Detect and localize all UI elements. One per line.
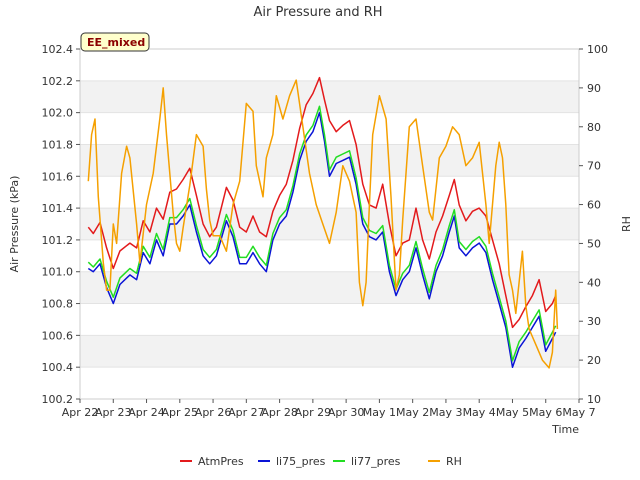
x-tick-label: Apr 26 <box>195 406 232 419</box>
x-tick-label: May 6 <box>529 406 562 419</box>
site-badge-text: EE_mixed <box>87 36 145 49</box>
y2-tick-label: 80 <box>587 121 601 134</box>
y-tick-label: 100.4 <box>42 361 74 374</box>
y-tick-label: 102.4 <box>42 43 74 56</box>
y2-tick-label: 50 <box>587 237 601 250</box>
x-tick-label: May 2 <box>396 406 429 419</box>
y2-tick-label: 90 <box>587 82 601 95</box>
plot-band <box>80 335 579 368</box>
x-tick-label: Apr 27 <box>228 406 265 419</box>
plot-frame <box>79 48 580 400</box>
chart-legend: AtmPres li75_pres li77_pres RH <box>180 455 462 468</box>
legend-label-li75_pres: li75_pres <box>276 455 326 468</box>
series-layer <box>87 76 559 369</box>
x-tick-label: May 4 <box>463 406 496 419</box>
legend-label-li77_pres: li77_pres <box>351 455 401 468</box>
y-tick-label: 101.0 <box>42 266 74 279</box>
y-tick-label: 101.8 <box>42 138 74 151</box>
y-tick-label: 100.6 <box>42 329 74 342</box>
x-tick-label: May 7 <box>562 406 595 419</box>
y-tick-label: 102.0 <box>42 107 74 120</box>
series-line-rh <box>87 79 559 369</box>
x-tick-label: Apr 29 <box>295 406 332 419</box>
y2-tick-label: 40 <box>587 276 601 289</box>
legend-label-rh: RH <box>446 455 462 468</box>
y-tick-label: 101.4 <box>42 202 74 215</box>
x-tick-label: Apr 30 <box>328 406 365 419</box>
y2-axis-label: RH <box>620 216 633 232</box>
x-tick-label: Apr 23 <box>95 406 132 419</box>
y-tick-label: 102.2 <box>42 75 74 88</box>
y-tick-label: 100.2 <box>42 393 74 406</box>
series-line-li75_pres <box>87 111 557 368</box>
legend-label-atmpres: AtmPres <box>198 455 244 468</box>
site-badge: EE_mixed <box>80 32 150 52</box>
y2-tick-label: 20 <box>587 354 601 367</box>
x-tick-label: May 5 <box>496 406 529 419</box>
y2-tick-label: 70 <box>587 160 601 173</box>
x-tick-label: Apr 25 <box>162 406 199 419</box>
y2-tick-label: 30 <box>587 315 601 328</box>
y-tick-label: 101.6 <box>42 170 74 183</box>
y2-tick-label: 10 <box>587 393 601 406</box>
y-tick-label: 100.8 <box>42 298 74 311</box>
site-badge-box <box>80 32 150 52</box>
y2-tick-label: 60 <box>587 199 601 212</box>
y-axis-label: Air Pressure (kPa) <box>8 176 21 273</box>
x-tick-label: May 1 <box>363 406 396 419</box>
x-axis-label: Time <box>551 423 579 436</box>
series-line-li77_pres <box>87 105 557 362</box>
y-axis-ticks: 100.2 100.4 100.6 100.8 101.0 101.2 101.4 101.6… <box>42 43 80 406</box>
plot-band <box>80 208 579 240</box>
plot-band <box>80 80 579 113</box>
x-tick-label: Apr 22 <box>62 406 99 419</box>
y-tick-label: 101.2 <box>42 234 74 247</box>
x-tick-label: Apr 24 <box>128 406 165 419</box>
series-line-atmpres <box>87 76 557 329</box>
chart-title: Air Pressure and RH <box>253 5 382 20</box>
y2-tick-label: 100 <box>587 43 608 56</box>
x-tick-label: May 3 <box>429 406 462 419</box>
x-tick-label: Apr 28 <box>261 406 298 419</box>
y2-axis-ticks: 10 20 30 40 50 60 70 80 90 100 <box>579 43 608 406</box>
